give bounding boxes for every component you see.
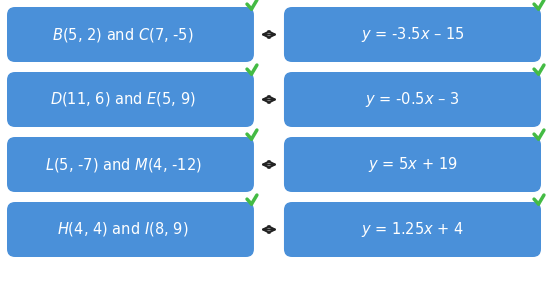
Text: $\mathit{y}$ = 5$\mathit{x}$ + 19: $\mathit{y}$ = 5$\mathit{x}$ + 19 <box>368 155 457 174</box>
FancyBboxPatch shape <box>284 137 541 192</box>
Text: $\mathit{L}$(5, -7) and $\mathit{M}$(4, -12): $\mathit{L}$(5, -7) and $\mathit{M}$(4, … <box>45 155 202 174</box>
FancyBboxPatch shape <box>284 72 541 127</box>
Text: $\mathit{y}$ = 1.25$\mathit{x}$ + 4: $\mathit{y}$ = 1.25$\mathit{x}$ + 4 <box>361 220 464 239</box>
Text: $\mathit{H}$(4, 4) and $\mathit{I}$(8, 9): $\mathit{H}$(4, 4) and $\mathit{I}$(8, 9… <box>58 221 189 238</box>
FancyBboxPatch shape <box>7 202 254 257</box>
FancyBboxPatch shape <box>7 137 254 192</box>
Text: $\mathit{D}$(11, 6) and $\mathit{E}$(5, 9): $\mathit{D}$(11, 6) and $\mathit{E}$(5, … <box>50 91 196 108</box>
Text: $\mathit{B}$(5, 2) and $\mathit{C}$(7, -5): $\mathit{B}$(5, 2) and $\mathit{C}$(7, -… <box>52 25 194 44</box>
Text: $\mathit{y}$ = -0.5$\mathit{x}$ – 3: $\mathit{y}$ = -0.5$\mathit{x}$ – 3 <box>366 90 460 109</box>
FancyBboxPatch shape <box>7 72 254 127</box>
FancyBboxPatch shape <box>284 202 541 257</box>
Text: $\mathit{y}$ = -3.5$\mathit{x}$ – 15: $\mathit{y}$ = -3.5$\mathit{x}$ – 15 <box>361 25 464 44</box>
FancyBboxPatch shape <box>284 7 541 62</box>
FancyBboxPatch shape <box>7 7 254 62</box>
